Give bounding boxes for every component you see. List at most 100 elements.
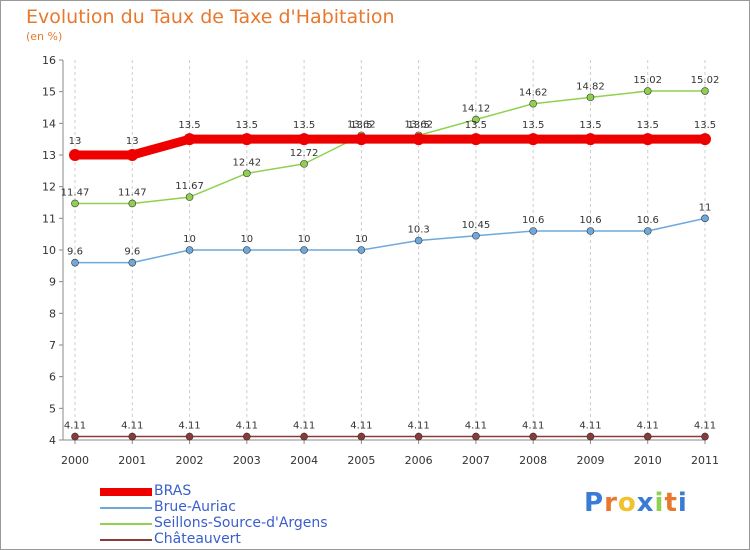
data-label-0: 13	[126, 136, 139, 147]
series-point-3	[243, 432, 251, 441]
series-point-1	[701, 214, 709, 223]
series-point-3	[300, 432, 308, 441]
data-label-3: 4.11	[178, 421, 200, 432]
series-point-0	[126, 149, 139, 161]
data-label-0: 13	[69, 136, 82, 147]
chart-title: Evolution du Taux de Taxe d'Habitation	[26, 6, 395, 28]
series-point-2	[472, 115, 480, 124]
series-point-1	[71, 258, 79, 267]
data-label-2: 11.47	[61, 187, 90, 198]
data-label-1: 10	[240, 234, 253, 245]
proxiti-logo: Proxiti	[584, 488, 688, 518]
x-tick-label: 2002	[176, 454, 204, 467]
data-label-1: 10.45	[462, 220, 491, 231]
series-point-3	[472, 432, 480, 441]
x-tick-label: 2003	[233, 454, 261, 467]
data-label-2: 13.62	[404, 119, 433, 130]
series-point-0	[641, 133, 654, 146]
data-label-3: 4.11	[694, 421, 716, 432]
series-point-2	[128, 199, 137, 208]
data-label-1: 10	[355, 234, 368, 245]
data-label-0: 13.5	[408, 120, 430, 131]
x-tick-label: 2004	[290, 454, 318, 467]
data-label-3: 4.11	[579, 421, 601, 432]
legend-swatch	[100, 523, 152, 525]
series-point-0	[298, 133, 311, 146]
data-label-3: 4.11	[64, 421, 86, 432]
x-tick-label: 2008	[519, 454, 547, 467]
data-label-3: 4.11	[236, 421, 258, 432]
data-label-2: 14.62	[519, 88, 548, 99]
data-label-0: 13.5	[522, 120, 544, 131]
data-label-1: 9.6	[124, 247, 140, 258]
data-label-2: 14.82	[576, 81, 605, 92]
data-label-3: 4.11	[408, 421, 430, 432]
legend-label: Seillons-Source-d'Argens	[154, 515, 328, 531]
x-tick-label: 2011	[691, 454, 719, 467]
data-label-0: 13.5	[178, 120, 200, 131]
series-point-0	[699, 133, 711, 146]
y-tick-label: 14	[42, 117, 56, 130]
y-tick-label: 4	[49, 434, 56, 447]
series-point-1	[357, 246, 366, 254]
series-point-3	[185, 432, 194, 441]
legend-label: Brue-Auriac	[154, 499, 236, 515]
series-point-3	[701, 432, 709, 441]
x-tick-label: 2000	[61, 454, 89, 467]
y-tick-label: 15	[42, 86, 56, 99]
data-label-1: 10.6	[637, 215, 659, 226]
series-point-2	[529, 99, 537, 108]
series-point-2	[243, 169, 251, 178]
x-tick-label: 2010	[634, 454, 662, 467]
series-point-3	[357, 432, 366, 441]
data-label-3: 4.11	[637, 421, 659, 432]
data-label-3: 4.11	[121, 421, 143, 432]
y-tick-label: 7	[49, 339, 56, 352]
series-point-3	[414, 432, 423, 441]
series-point-0	[69, 149, 81, 161]
data-label-1: 10	[298, 234, 311, 245]
data-label-0: 13.5	[637, 120, 659, 131]
legend-swatch	[100, 488, 152, 496]
y-tick-label: 16	[42, 54, 56, 67]
series-group	[69, 87, 711, 441]
data-label-0: 13.5	[694, 120, 716, 131]
data-label-2: 15.02	[633, 75, 662, 86]
series-point-2	[643, 87, 652, 95]
series-point-3	[529, 432, 537, 441]
y-tick-label: 11	[42, 212, 56, 225]
data-label-0: 13.5	[236, 120, 258, 131]
series-point-3	[643, 432, 652, 441]
series-point-1	[586, 227, 595, 235]
data-labels: 4.11 4.11 4.11 4.11 4.11 4.11 4.11 4.11 4.11 4.11…	[61, 75, 720, 431]
data-label-2: 15.02	[691, 75, 720, 86]
x-tick-label: 2005	[347, 454, 375, 467]
data-label-2: 12.42	[232, 157, 261, 168]
data-label-1: 10.6	[579, 215, 601, 226]
data-label-3: 4.11	[522, 421, 544, 432]
y-tick-label: 10	[42, 244, 56, 257]
series-point-1	[300, 246, 308, 254]
data-label-3: 4.11	[465, 421, 487, 432]
data-label-2: 12.72	[290, 148, 319, 159]
x-tick-label: 2007	[462, 454, 490, 467]
legend-label: BRAS	[154, 483, 192, 499]
data-label-2: 11.47	[118, 187, 147, 198]
grid-lines	[74, 60, 706, 440]
y-tick-label: 8	[49, 307, 56, 320]
series-point-2	[701, 87, 709, 95]
data-label-2: 14.12	[462, 104, 491, 115]
legend-swatch	[100, 507, 152, 509]
series-point-1	[128, 258, 137, 267]
data-label-1: 10.3	[408, 225, 430, 236]
series-point-0	[355, 133, 368, 146]
data-label-0: 13.5	[465, 120, 487, 131]
series-point-2	[71, 199, 79, 208]
x-tick-label: 2006	[405, 454, 433, 467]
series-point-0	[183, 133, 196, 146]
series-point-2	[185, 193, 194, 201]
data-label-0: 13.5	[350, 120, 372, 131]
series-point-1	[643, 227, 652, 235]
y-tick-label: 9	[49, 276, 56, 289]
